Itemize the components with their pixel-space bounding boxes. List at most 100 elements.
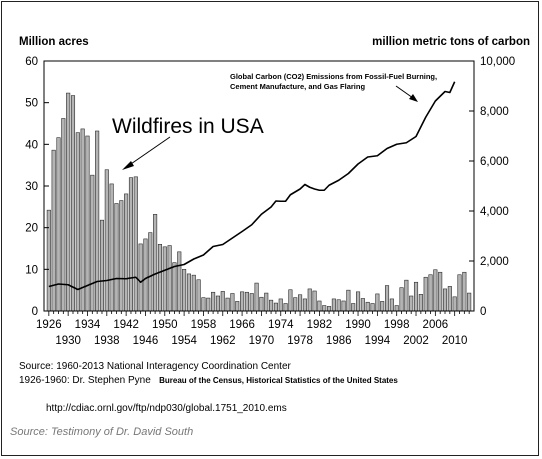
wildfire-bar-1940	[114, 203, 119, 312]
right-tick-label: 4,000	[480, 206, 509, 218]
wildfire-bar-1947	[148, 232, 153, 312]
x-tick-label-top: 1934	[75, 319, 101, 331]
wildfire-arrow	[127, 136, 171, 167]
wildfire-bar-1983	[322, 305, 327, 312]
source-line-1: Source: 1960-2013 National Interagency C…	[19, 361, 291, 372]
carbon-label-line1: Global Carbon (CO2) Emissions from Fossi…	[230, 72, 437, 81]
wildfire-bar-1993	[370, 303, 375, 312]
wildfire-bar-1930	[66, 92, 71, 312]
wildfire-bar-2000	[404, 279, 409, 312]
wildfire-bar-1956	[191, 274, 196, 312]
right-axis: 0 2,000 4,000 6,000 8,000 10,000	[469, 56, 515, 318]
wildfire-bar-1972	[269, 299, 274, 312]
wildfire-bar-1954	[182, 269, 187, 312]
wildfire-bar-1944	[133, 176, 138, 312]
wildfire-bar-1962	[220, 291, 225, 312]
image-credit: Source: Testimony of Dr. David South	[10, 426, 194, 438]
wildfire-bar-1977	[293, 297, 298, 312]
wildfire-bar-1935	[90, 174, 95, 312]
wildfire-bar-1942	[124, 193, 129, 312]
x-tick-label-top: 1998	[384, 319, 410, 331]
carbon-emissions-line	[48, 81, 456, 291]
wildfire-bar-1932	[75, 132, 80, 312]
wildfire-bar-1980	[307, 288, 312, 312]
wildfire-bar-1978	[298, 294, 303, 312]
wildfire-bar-1988	[346, 289, 351, 312]
x-tick-label-bottom: 1938	[94, 335, 120, 347]
left-tick-label: 50	[25, 98, 38, 110]
left-tick-label: 40	[25, 139, 38, 151]
wildfire-bar-1976	[288, 289, 293, 312]
wildfire-bar-1995	[380, 301, 385, 312]
x-tick-label-bottom: 1994	[365, 335, 391, 347]
wildfire-bar-1970	[259, 296, 264, 312]
wildfire-arrowhead	[122, 161, 134, 170]
left-axis: 0 10 20 30 40 50 60	[25, 56, 49, 318]
wildfire-bar-1929	[61, 118, 66, 312]
wildfire-bar-1963	[225, 297, 230, 312]
wildfire-bar-1938	[104, 169, 109, 312]
x-tick-label-bottom: 1978	[287, 335, 313, 347]
wildfire-bar-1955	[186, 273, 191, 312]
wildfire-bar-1964	[230, 293, 235, 312]
right-tick-label: 10,000	[480, 56, 515, 68]
wildfire-bar-1960	[211, 291, 216, 312]
x-tick-label-bottom: 2002	[403, 335, 429, 347]
left-tick-label: 30	[25, 181, 38, 193]
carbon-line-layer	[48, 81, 456, 291]
wildfire-bar-2011	[457, 274, 462, 312]
wildfire-bar-1927	[51, 149, 56, 312]
wildfire-bar-1951	[167, 245, 172, 312]
x-tick-label-bottom: 2010	[442, 335, 468, 347]
left-tick-label: 10	[25, 264, 38, 276]
carbon-arrowhead	[409, 94, 418, 102]
wildfire-bar-1957	[196, 279, 201, 312]
carbon-label-line2: Cement Manufacture, and Gas Flaring	[230, 82, 365, 91]
wildfire-bar-1949	[157, 244, 163, 312]
wildfire-bar-1967	[244, 291, 249, 312]
x-tick-label-top: 1990	[345, 319, 371, 331]
wildfire-bar-1968	[249, 293, 254, 312]
x-tick-label-top: 1942	[113, 319, 139, 331]
wildfire-bar-1939	[109, 183, 114, 312]
x-tick-label-bottom: 1962	[210, 335, 236, 347]
wildfire-bar-1965	[235, 301, 240, 312]
wildfire-bar-2002	[413, 281, 419, 312]
wildfire-bar-2004	[423, 276, 428, 312]
wildfire-bar-1950	[162, 246, 167, 312]
wildfire-bar-2006	[433, 269, 438, 312]
wildfire-bar-1975	[283, 303, 288, 312]
right-tick-label: 8,000	[480, 106, 509, 118]
x-axis: 1926 1934 1942 1950 1958 1966 1974 1982 1990 1998…	[36, 311, 470, 347]
x-tick-label-bottom: 1970	[249, 335, 275, 347]
x-tick-label-top: 1950	[152, 319, 178, 331]
wildfire-bar-1997	[389, 298, 394, 312]
wildfire-bar-1994	[375, 293, 380, 312]
source-line-2: 1926-1960: Dr. Stephen Pyne Bureau of th…	[19, 375, 398, 386]
x-tick-label-top: 1966	[229, 319, 255, 331]
wildfire-bar-1961	[215, 295, 220, 312]
left-tick-label: 20	[25, 223, 38, 235]
right-tick-label: 6,000	[480, 156, 509, 168]
wildfire-bar-1941	[119, 200, 124, 312]
wildfire-bar-1945	[138, 243, 143, 312]
wildfire-bar-1933	[80, 128, 85, 312]
x-tick-label-bottom: 1946	[133, 335, 159, 347]
wildfire-bar-1999	[399, 287, 404, 312]
wildfire-bar-1946	[143, 238, 148, 312]
wildfire-bar-1987	[341, 300, 346, 312]
wildfire-bar-2012	[462, 271, 467, 312]
x-tick-label-bottom: 1986	[326, 335, 352, 347]
x-tick-label-top: 1982	[307, 319, 333, 331]
wildfire-bar-2007	[438, 271, 443, 312]
wildfire-bar-1981	[312, 290, 317, 312]
wildfire-bar-1948	[153, 214, 158, 312]
wildfire-bar-2005	[428, 274, 433, 312]
right-tick-label: 2,000	[480, 256, 509, 268]
wildfire-bar-1984	[327, 306, 332, 312]
wildfire-bar-1966	[240, 291, 245, 312]
right-tick-label: 0	[480, 306, 486, 318]
wildfire-bar-1958	[201, 297, 206, 312]
